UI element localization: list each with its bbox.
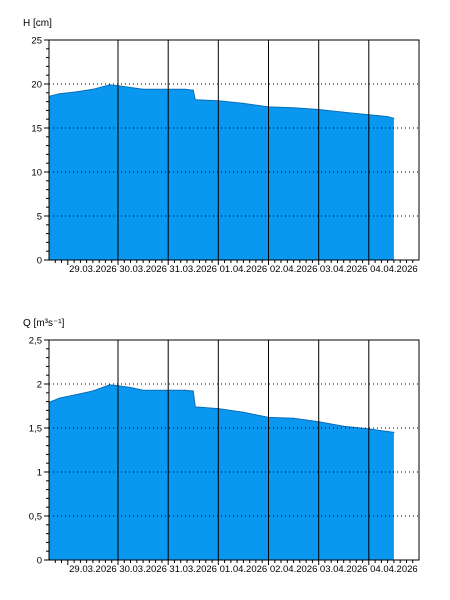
series-line-2 bbox=[48, 384, 394, 433]
y-tick-label: 2 bbox=[37, 380, 42, 391]
chart-2: 29.03.2026 30.03.2026 31.03.2026 01.04.2026… bbox=[23, 318, 420, 575]
y-axis-label: Q [m³s⁻¹] bbox=[23, 318, 65, 329]
x-tick-label: 30.03.2026 bbox=[119, 264, 167, 275]
x-tick-label: 01.04.2026 bbox=[220, 564, 268, 575]
y-tick-label: 20 bbox=[31, 80, 42, 91]
y-tick-label: 1 bbox=[37, 468, 42, 479]
x-tick-label: 29.03.2026 bbox=[69, 264, 117, 275]
y-tick-label: 10 bbox=[31, 168, 42, 179]
y-tick-label: 0 bbox=[37, 556, 42, 567]
y-axis-label: H [cm] bbox=[23, 18, 52, 29]
x-tick-label: 04.04.2026 bbox=[370, 564, 418, 575]
x-tick-label: 02.04.2026 bbox=[270, 564, 318, 575]
y-tick-label: 15 bbox=[31, 124, 42, 135]
x-tick-label: 02.04.2026 bbox=[270, 264, 318, 275]
x-tick-label: 01.04.2026 bbox=[220, 264, 268, 275]
x-tick-label: 03.04.2026 bbox=[320, 264, 368, 275]
x-tick-label: 03.04.2026 bbox=[320, 564, 368, 575]
x-tick-label: 29.03.2026 bbox=[69, 564, 117, 575]
x-tick-label: 30.03.2026 bbox=[119, 564, 167, 575]
plot-frame bbox=[48, 39, 420, 261]
plot-frame bbox=[48, 339, 420, 561]
y-tick-label: 25 bbox=[31, 36, 42, 47]
y-tick-label: 5 bbox=[37, 212, 42, 223]
x-tick-label: 31.03.2026 bbox=[169, 264, 217, 275]
y-tick-label: 0,5 bbox=[29, 512, 42, 523]
y-tick-label: 1,5 bbox=[29, 424, 42, 435]
x-tick-label: 31.03.2026 bbox=[169, 564, 217, 575]
x-tick-label: 04.04.2026 bbox=[370, 264, 418, 275]
series-line-1 bbox=[48, 84, 395, 119]
y-tick-label: 0 bbox=[37, 256, 42, 267]
chart-1: 29.03.2026 30.03.2026 31.03.2026 01.04.2026… bbox=[23, 18, 420, 275]
y-tick-label: 2,5 bbox=[29, 336, 42, 347]
